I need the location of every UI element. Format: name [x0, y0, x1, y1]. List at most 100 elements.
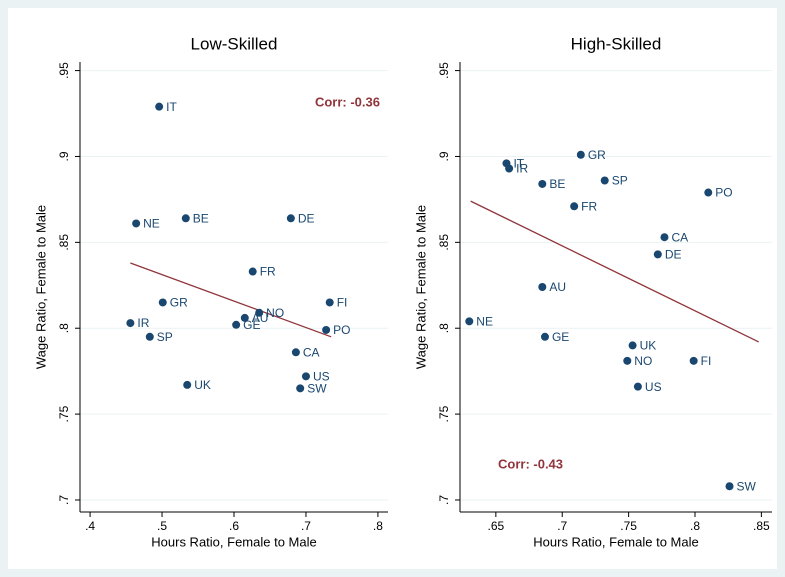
point: [322, 325, 331, 334]
point-label: GE: [552, 330, 569, 344]
panel-title: High-Skilled: [571, 34, 662, 53]
point-label: IR: [516, 162, 528, 176]
point-label: BE: [193, 211, 209, 225]
point: [232, 320, 241, 329]
point: [301, 372, 310, 381]
point: [570, 202, 579, 211]
point: [660, 233, 669, 242]
x-tick-label: .7: [301, 519, 311, 533]
point: [600, 176, 609, 185]
point-label: DE: [665, 248, 682, 262]
point: [653, 250, 662, 259]
y-tick-label: .9: [437, 151, 451, 161]
point: [538, 179, 547, 188]
x-tick-label: .75: [620, 519, 637, 533]
point: [155, 102, 164, 111]
point-label: FR: [581, 199, 597, 213]
y-axis-title: Wage Ratio, Female to Male: [413, 205, 428, 369]
point-label: IR: [137, 316, 149, 330]
y-tick-label: .7: [437, 495, 451, 505]
graph-region: [8, 8, 777, 569]
point-label: UK: [194, 378, 211, 392]
x-tick-label: .65: [488, 519, 505, 533]
y-tick-label: .75: [437, 405, 451, 422]
point-label: DE: [298, 211, 315, 225]
y-tick-label: .85: [437, 234, 451, 251]
point: [704, 188, 713, 197]
point: [628, 341, 637, 350]
fit-line: [130, 262, 332, 338]
y-tick-label: .85: [57, 234, 71, 251]
x-tick-label: .8: [373, 519, 383, 533]
point: [325, 298, 334, 307]
point: [132, 219, 141, 228]
point-label: GE: [243, 318, 260, 332]
point-label: IT: [166, 100, 177, 114]
point-label: PO: [333, 323, 350, 337]
point-label: NO: [266, 306, 284, 320]
point: [623, 356, 632, 365]
point-label: BE: [549, 177, 565, 191]
point-label: UK: [640, 339, 657, 353]
y-tick-label: .95: [437, 62, 451, 79]
point: [286, 214, 295, 223]
point: [689, 356, 698, 365]
point-label: PO: [715, 186, 732, 200]
point: [183, 380, 192, 389]
point: [126, 319, 135, 328]
point-label: CA: [303, 345, 320, 359]
point-label: AU: [252, 311, 269, 325]
annotation: Corr: -0.43: [498, 456, 563, 471]
point: [145, 332, 154, 341]
point-label: SW: [737, 479, 757, 493]
x-axis-title: Hours Ratio, Female to Male: [151, 534, 316, 549]
point-label: NE: [476, 315, 493, 329]
point: [248, 267, 257, 276]
y-tick-label: .95: [57, 62, 71, 79]
point: [181, 214, 190, 223]
y-tick-label: .75: [57, 405, 71, 422]
y-tick-label: .8: [57, 323, 71, 333]
point: [255, 308, 264, 317]
point: [240, 313, 249, 322]
point: [576, 150, 585, 159]
annotation: Corr: -0.36: [315, 94, 380, 109]
x-tick-label: .85: [753, 519, 770, 533]
point-label: SP: [612, 174, 628, 188]
point: [296, 384, 305, 393]
x-tick-label: .4: [85, 519, 95, 533]
point-label: SW: [307, 382, 327, 396]
x-tick-label: .6: [229, 519, 239, 533]
point-label: FI: [337, 296, 348, 310]
x-axis-title: Hours Ratio, Female to Male: [533, 534, 698, 549]
point-label: SP: [157, 330, 173, 344]
point: [505, 164, 514, 173]
point-label: US: [313, 369, 330, 383]
point: [725, 482, 734, 491]
point: [538, 283, 547, 291]
point-label: FI: [701, 354, 712, 368]
fit-line: [470, 200, 760, 343]
point-label: IT: [513, 157, 524, 171]
point-label: GR: [170, 296, 188, 310]
point: [291, 348, 300, 357]
x-tick-label: .5: [157, 519, 167, 533]
panel-title: Low-Skilled: [191, 34, 278, 53]
point-label: NO: [634, 354, 652, 368]
y-tick-label: .8: [437, 323, 451, 333]
x-tick-label: .7: [557, 519, 567, 533]
point-label: CA: [671, 230, 688, 244]
point: [633, 382, 642, 391]
point-label: NE: [143, 217, 160, 231]
x-tick-label: .8: [690, 519, 700, 533]
point: [540, 332, 549, 341]
point: [158, 298, 167, 307]
point-label: AU: [549, 280, 566, 294]
point: [465, 317, 474, 326]
y-tick-label: .7: [57, 495, 71, 505]
y-axis-title: Wage Ratio, Female to Male: [33, 205, 48, 369]
point-label: US: [645, 380, 662, 394]
point-label: GR: [588, 148, 606, 162]
